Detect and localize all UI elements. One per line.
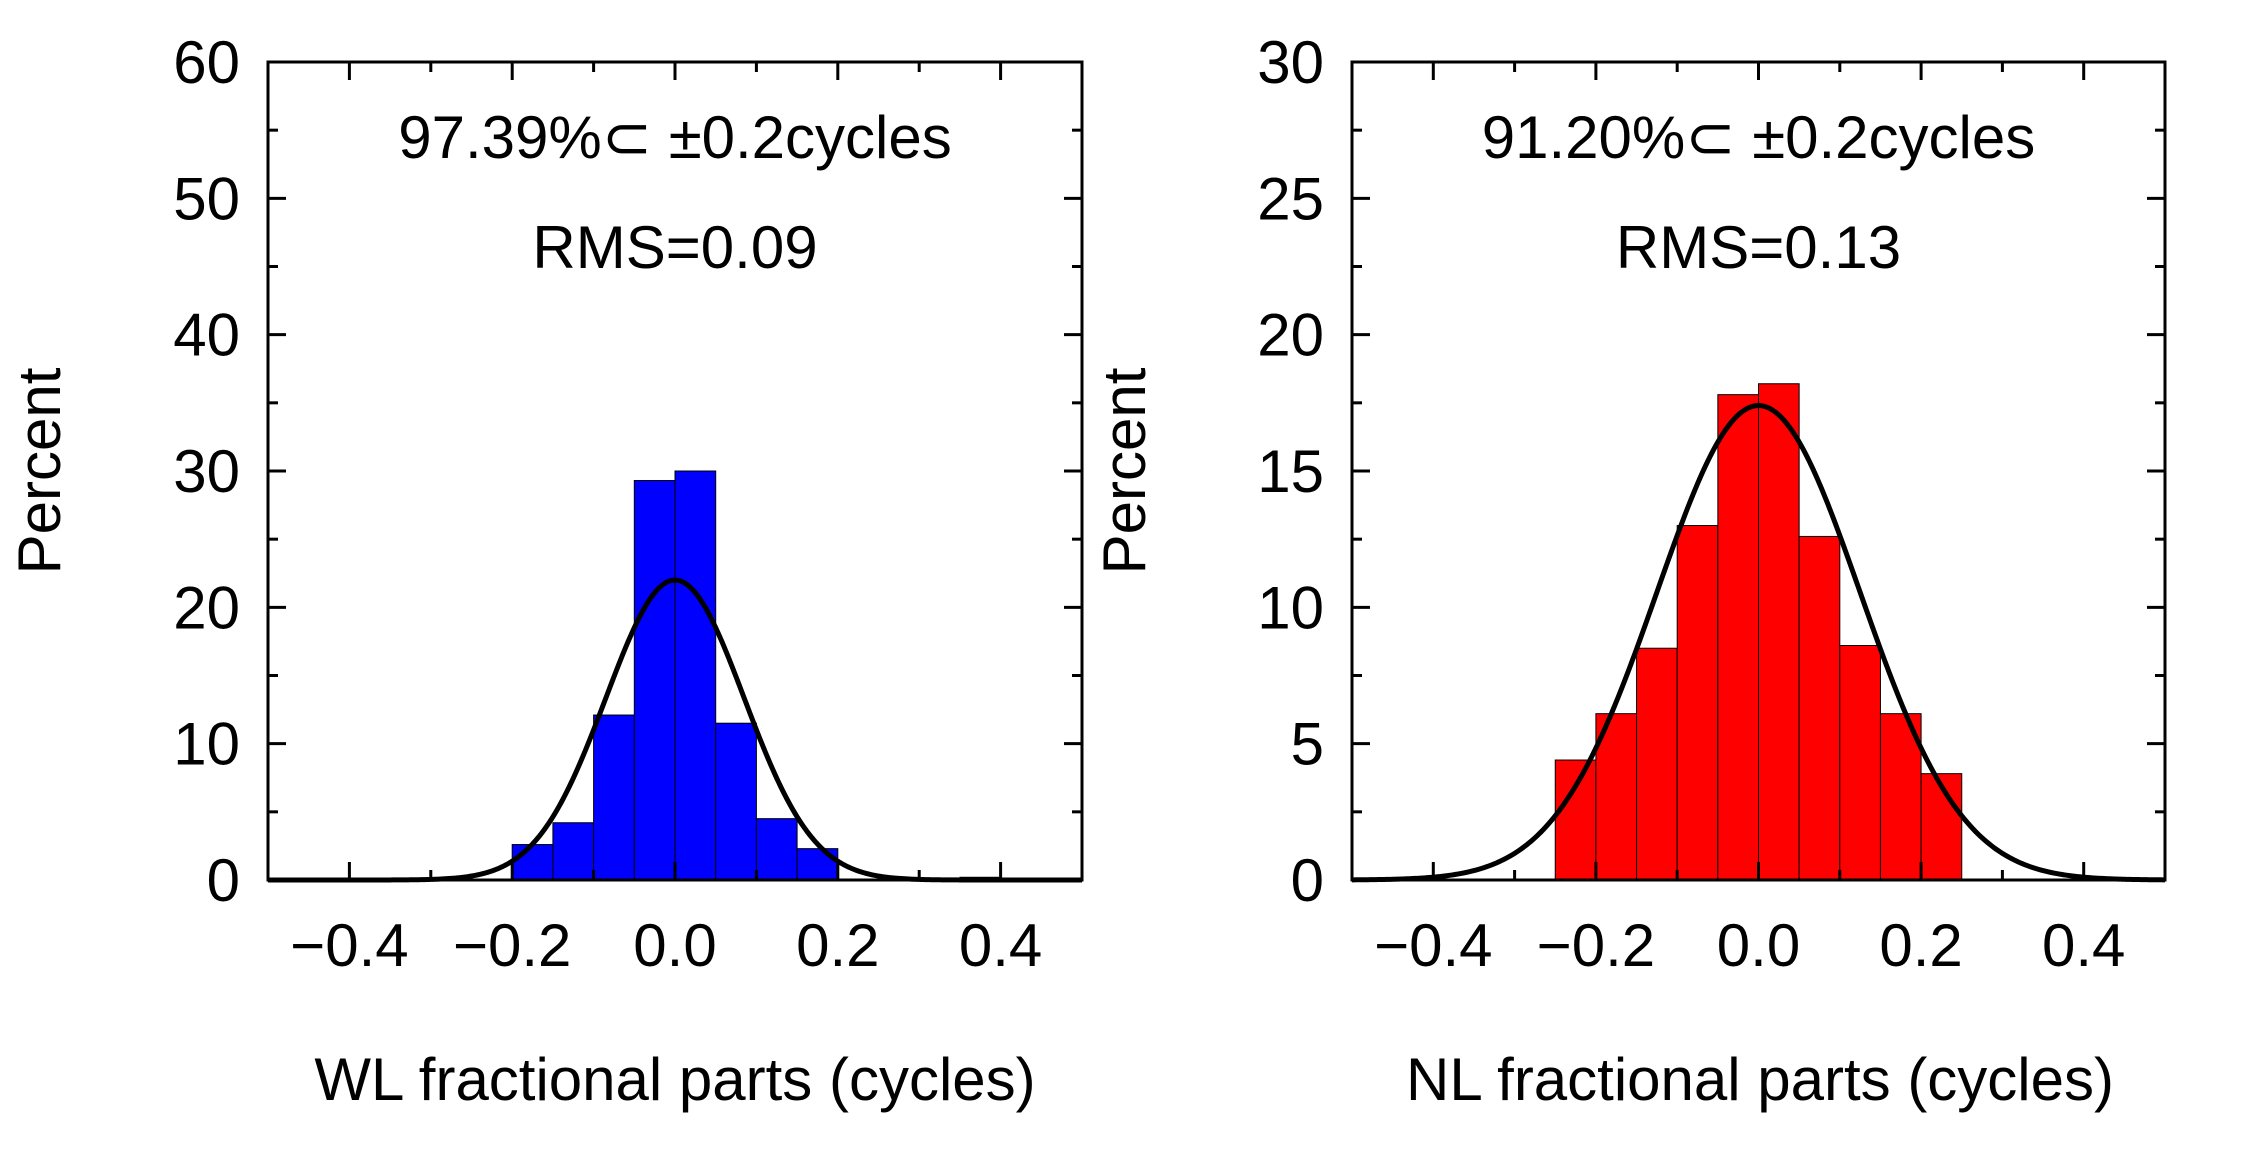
histogram-bar-5 bbox=[1758, 383, 1800, 881]
histogram-bar-0 bbox=[1554, 759, 1597, 881]
histogram-bar-3 bbox=[1676, 525, 1719, 881]
x-tick-label: −0.2 bbox=[453, 912, 571, 979]
histogram-bar-6 bbox=[1798, 535, 1841, 881]
percentage-annotation: 97.39%⊂ ±0.2cycles bbox=[398, 104, 951, 171]
histogram-bar-0 bbox=[511, 844, 554, 881]
y-tick-label: 10 bbox=[173, 711, 240, 778]
histogram-bar-4 bbox=[674, 470, 717, 881]
y-tick-label: 60 bbox=[173, 29, 240, 96]
y-tick-label: 30 bbox=[1257, 29, 1324, 96]
y-tick-label: 40 bbox=[173, 302, 240, 369]
x-tick-label: 0.4 bbox=[2042, 912, 2125, 979]
rms-annotation: RMS=0.13 bbox=[1616, 214, 1901, 281]
histogram-bar-7 bbox=[796, 848, 839, 881]
x-axis-label: NL fractional parts (cycles) bbox=[1406, 1046, 2114, 1113]
y-tick-label: 20 bbox=[1257, 302, 1324, 369]
y-tick-label: 50 bbox=[173, 165, 240, 232]
y-tick-label: 0 bbox=[207, 847, 240, 914]
histogram-bar-4 bbox=[1717, 394, 1759, 881]
y-tick-label: 0 bbox=[1291, 847, 1324, 914]
y-axis-label: Percent bbox=[1091, 367, 1158, 574]
x-tick-label: 0.2 bbox=[796, 912, 879, 979]
x-tick-label: 0.2 bbox=[1879, 912, 1962, 979]
y-tick-label: 5 bbox=[1291, 711, 1324, 778]
histogram-bar-1 bbox=[552, 822, 595, 881]
histogram-bar-6 bbox=[755, 818, 798, 881]
x-tick-label: −0.4 bbox=[290, 912, 408, 979]
x-axis-label: WL fractional parts (cycles) bbox=[314, 1046, 1035, 1113]
histogram-bar-7 bbox=[1839, 645, 1881, 881]
histogram-bar-5 bbox=[715, 722, 757, 881]
x-tick-label: −0.2 bbox=[1537, 912, 1655, 979]
percentage-annotation: 91.20%⊂ ±0.2cycles bbox=[1482, 104, 2035, 171]
wl-histogram-panel: 0 10 20 30 40 50 60 −0.4 −0.2 0.0 0.2 0.4 WL fractio… bbox=[6, 29, 1084, 1113]
rms-annotation: RMS=0.09 bbox=[532, 214, 817, 281]
x-tick-label: 0.0 bbox=[633, 912, 716, 979]
x-tick-label: 0.4 bbox=[959, 912, 1042, 979]
gaussian-fit-curve bbox=[1351, 403, 2166, 883]
y-tick-label: 15 bbox=[1257, 438, 1324, 505]
histogram-bar-2 bbox=[1636, 647, 1678, 881]
y-tick-label: 10 bbox=[1257, 574, 1324, 641]
y-axis-label: Percent bbox=[6, 367, 73, 574]
histogram-bar-3 bbox=[633, 480, 676, 881]
histogram-bar-2 bbox=[593, 714, 635, 881]
x-tick-label: 0.0 bbox=[1717, 912, 1800, 979]
y-tick-label: 25 bbox=[1257, 165, 1324, 232]
y-tick-label: 30 bbox=[173, 438, 240, 505]
y-tick-label: 20 bbox=[173, 574, 240, 641]
nl-histogram-panel: 0 5 10 15 20 25 30 −0.4 −0.2 0.0 0.2 0.4 NL fraction… bbox=[1091, 29, 2167, 1113]
histogram-bar-8 bbox=[1879, 713, 1922, 881]
x-tick-label: −0.4 bbox=[1374, 912, 1492, 979]
